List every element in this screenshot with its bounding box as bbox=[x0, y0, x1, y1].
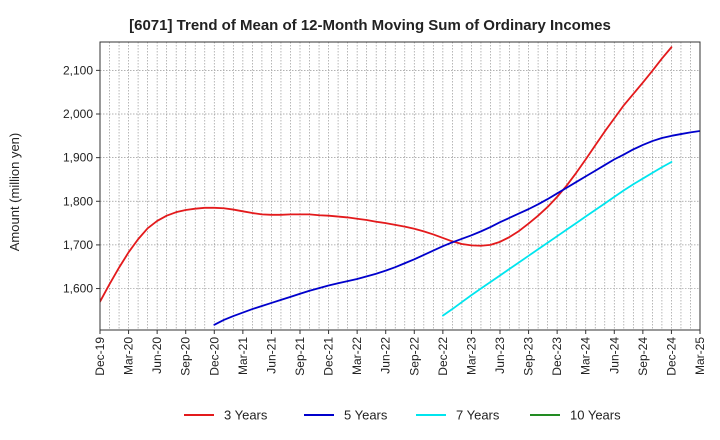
x-tick-label: Mar-23 bbox=[464, 337, 478, 375]
y-tick-label: 2,000 bbox=[63, 107, 93, 121]
x-tick-label: Sep-24 bbox=[636, 337, 650, 376]
legend-label-5-years: 5 Years bbox=[344, 408, 388, 423]
legend: 3 Years 5 Years 7 Years 10 Years bbox=[184, 408, 621, 423]
x-tick-label: Jun-24 bbox=[607, 337, 621, 374]
x-tick-label: Dec-19 bbox=[93, 337, 107, 376]
x-tick-label: Dec-24 bbox=[664, 337, 678, 376]
series-line-5-years bbox=[213, 130, 700, 326]
plot-background bbox=[100, 42, 700, 330]
x-tick-label: Jun-22 bbox=[379, 337, 393, 374]
x-tick-label: Mar-20 bbox=[122, 337, 136, 375]
x-tick-label: Dec-21 bbox=[322, 337, 336, 376]
x-tick-label: Sep-20 bbox=[179, 337, 193, 376]
x-tick-label: Mar-22 bbox=[350, 337, 364, 375]
legend-label-3-years: 3 Years bbox=[224, 408, 268, 423]
x-tick-label: Dec-22 bbox=[436, 337, 450, 376]
x-tick-label: Sep-22 bbox=[407, 337, 421, 376]
y-tick-label: 2,100 bbox=[63, 63, 93, 77]
legend-label-7-years: 7 Years bbox=[456, 408, 500, 423]
plot-border bbox=[99, 41, 701, 331]
x-tick-label: Mar-21 bbox=[236, 337, 250, 375]
y-tick-label: 1,800 bbox=[63, 194, 93, 208]
x-tick-label: Jun-21 bbox=[264, 337, 278, 374]
y-tick-label: 1,600 bbox=[63, 282, 93, 296]
x-tick-label: Sep-23 bbox=[522, 337, 536, 376]
x-tick-label: Dec-20 bbox=[207, 337, 221, 376]
series-line-7-years bbox=[441, 161, 673, 317]
y-tick-label: 1,700 bbox=[63, 238, 93, 252]
legend-label-10-years: 10 Years bbox=[570, 408, 621, 423]
plot-area: 1,600 1,700 1,800 1,900 2,000 2,100 Dec-19 Mar-… bbox=[63, 41, 707, 376]
chart-title: [6071] Trend of Mean of 12-Month Moving … bbox=[129, 17, 611, 34]
x-tick-label: Mar-25 bbox=[693, 337, 707, 375]
x-tick-label: Sep-21 bbox=[293, 337, 307, 376]
x-tick-label: Jun-20 bbox=[150, 337, 164, 374]
x-tick-label: Dec-23 bbox=[550, 337, 564, 376]
y-axis-label: Amount (million yen) bbox=[7, 133, 22, 252]
y-tick-label: 1,900 bbox=[63, 151, 93, 165]
series-line-3-years bbox=[100, 46, 673, 303]
x-tick-label: Mar-24 bbox=[579, 337, 593, 375]
x-tick-label: Jun-23 bbox=[493, 337, 507, 374]
